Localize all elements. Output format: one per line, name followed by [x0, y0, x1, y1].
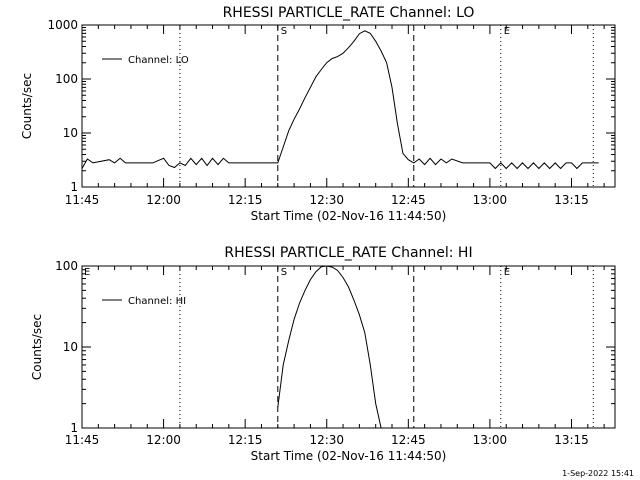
- chart-title: RHESSI PARTICLE_RATE Channel: LO: [223, 5, 475, 21]
- y-tick-label: 10: [63, 340, 78, 354]
- plot-frame: [81, 265, 616, 429]
- y-tick-label: 100: [55, 259, 78, 273]
- x-tick-label: 12:15: [228, 193, 263, 207]
- panel-hi: RHESSI PARTICLE_RATE Channel: HI 1 10 100 11…: [30, 245, 616, 463]
- x-tick-label: 12:00: [146, 193, 181, 207]
- x-tick-label: 12:00: [146, 433, 181, 447]
- x-tick-label: 11:45: [65, 193, 100, 207]
- time-marker-label: E: [504, 26, 510, 37]
- x-tick-label: 12:30: [309, 193, 344, 207]
- x-tick-label: 13:00: [473, 433, 508, 447]
- x-tick-label: 12:30: [309, 433, 344, 447]
- y-axis-label: Counts/sec: [30, 314, 44, 380]
- time-marker-label: S: [281, 267, 287, 278]
- y-tick-label: 1: [70, 180, 78, 194]
- x-axis-label: Start Time (02-Nov-16 11:44:50): [251, 449, 447, 463]
- legend-label: Channel: HI: [128, 296, 186, 307]
- x-tick-label: 13:00: [473, 193, 508, 207]
- time-marker-label: S: [281, 26, 287, 37]
- x-tick-label: 12:45: [391, 193, 426, 207]
- series-line: [277, 265, 382, 429]
- x-tick-label: 13:15: [554, 193, 589, 207]
- timestamp-label: 1-Sep-2022 15:41: [562, 469, 634, 478]
- time-marker-label: E: [504, 267, 510, 278]
- y-tick-label: 100: [55, 72, 78, 86]
- panel-lo: RHESSI PARTICLE_RATE Channel: LO 1 10 100 10…: [20, 5, 616, 223]
- y-tick-label: 10: [63, 126, 78, 140]
- plot-frame: [81, 24, 616, 188]
- y-axis-label: Counts/sec: [20, 73, 34, 139]
- chart-title: RHESSI PARTICLE_RATE Channel: HI: [224, 245, 472, 261]
- x-tick-label: 11:45: [65, 433, 100, 447]
- legend-label: Channel: LO: [128, 55, 189, 66]
- x-tick-label: 13:15: [554, 433, 589, 447]
- x-tick-label: 12:45: [391, 433, 426, 447]
- y-tick-label: 1: [70, 421, 78, 435]
- x-tick-label: 12:15: [228, 433, 263, 447]
- x-axis-label: Start Time (02-Nov-16 11:44:50): [251, 209, 447, 223]
- corner-mark: E: [84, 267, 90, 278]
- series-line: [81, 30, 599, 170]
- corner-mark: .: [84, 26, 87, 37]
- y-tick-label: 1000: [47, 18, 78, 32]
